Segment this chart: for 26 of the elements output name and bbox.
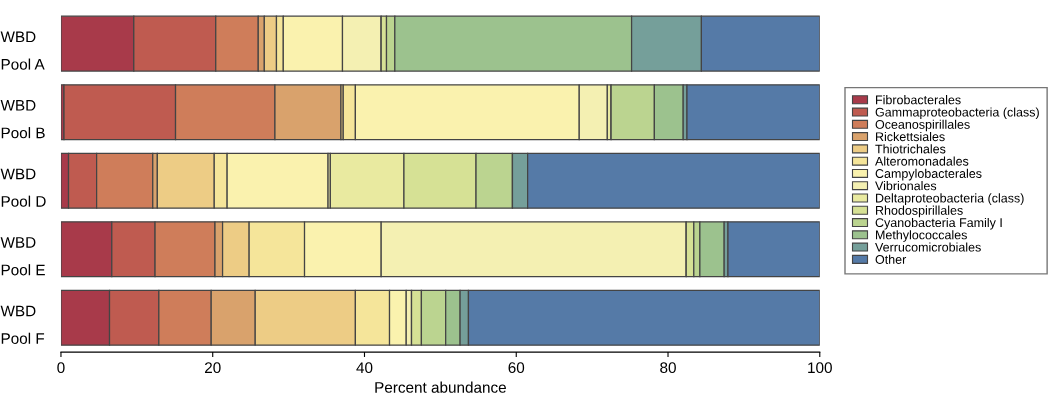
legend-label: Deltaproteobacteria (class) [876, 193, 1024, 205]
legend-label: Alteromonadales [875, 156, 969, 166]
x-axis-title: Percent abundance [375, 381, 506, 393]
legend-label: Rickettsiales [876, 131, 945, 142]
legend-label: Cyanobacteria Family I [875, 217, 1002, 230]
y-tick-label: WBD Pool A [0, 31, 45, 70]
y-tick-label: WBD Pool F [0, 305, 45, 344]
legend-label: Verrucomicrobiales [875, 242, 981, 252]
x-tick-label: 40 [356, 362, 373, 374]
x-tick-label: 100 [808, 362, 832, 374]
legend-label: Oceanospirillales [875, 119, 970, 132]
x-tick-label: 20 [205, 362, 221, 374]
y-tick-label: WBD Pool B [0, 100, 45, 139]
legend-label: Methylococcales [876, 230, 967, 242]
legend-label: Fibrobacterales [876, 95, 961, 105]
x-tick-label: 60 [508, 362, 525, 374]
legend-label: Rhodospirillales [876, 205, 963, 218]
x-tick-label: 80 [660, 362, 676, 374]
y-tick-label: WBD Pool D [0, 168, 46, 207]
legend-label: Campylobacterales [875, 168, 982, 181]
y-tick-label: WBD Pool E [0, 237, 45, 276]
x-tick-label: 0 [57, 362, 65, 374]
legend-label: Other [875, 254, 907, 264]
legend-label: Vibrionales [875, 181, 937, 191]
legend-label: Gammaproteobacteria (class) [875, 107, 1039, 120]
legend-label: Thiotrichales [875, 144, 946, 154]
